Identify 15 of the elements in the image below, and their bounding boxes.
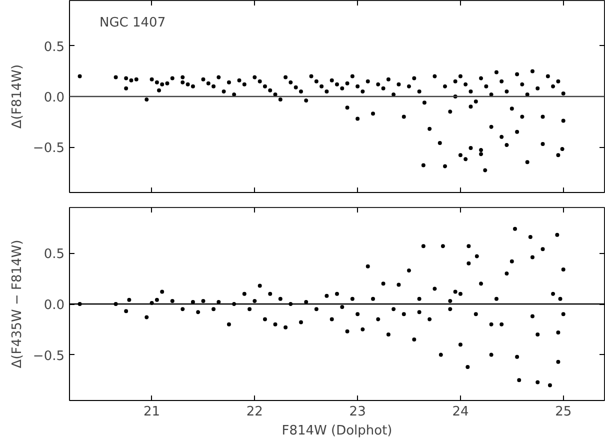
y-tick-label: −0.5 [32,348,65,364]
x-tick-label: 22 [246,404,263,420]
y-tick-label: 0.0 [44,298,65,313]
y-tick-label: 0.5 [44,247,65,262]
x-axis-title: F814W (Dolphot) [282,424,392,438]
y-axis-title: Δ(F814W) [10,64,25,129]
x-tick-label: 24 [452,404,469,420]
x-tick-label: 21 [144,404,160,420]
y-tick-label: 0.5 [44,40,65,55]
x-tick-label: 25 [555,404,572,420]
y-tick-label: 0.0 [44,90,65,106]
x-tick-label: 23 [349,404,366,420]
y-tick-label: −0.5 [32,141,65,156]
annotation: NGC 1407 [100,16,166,30]
y-axis-title: Δ(F435W − F814W) [10,240,25,368]
